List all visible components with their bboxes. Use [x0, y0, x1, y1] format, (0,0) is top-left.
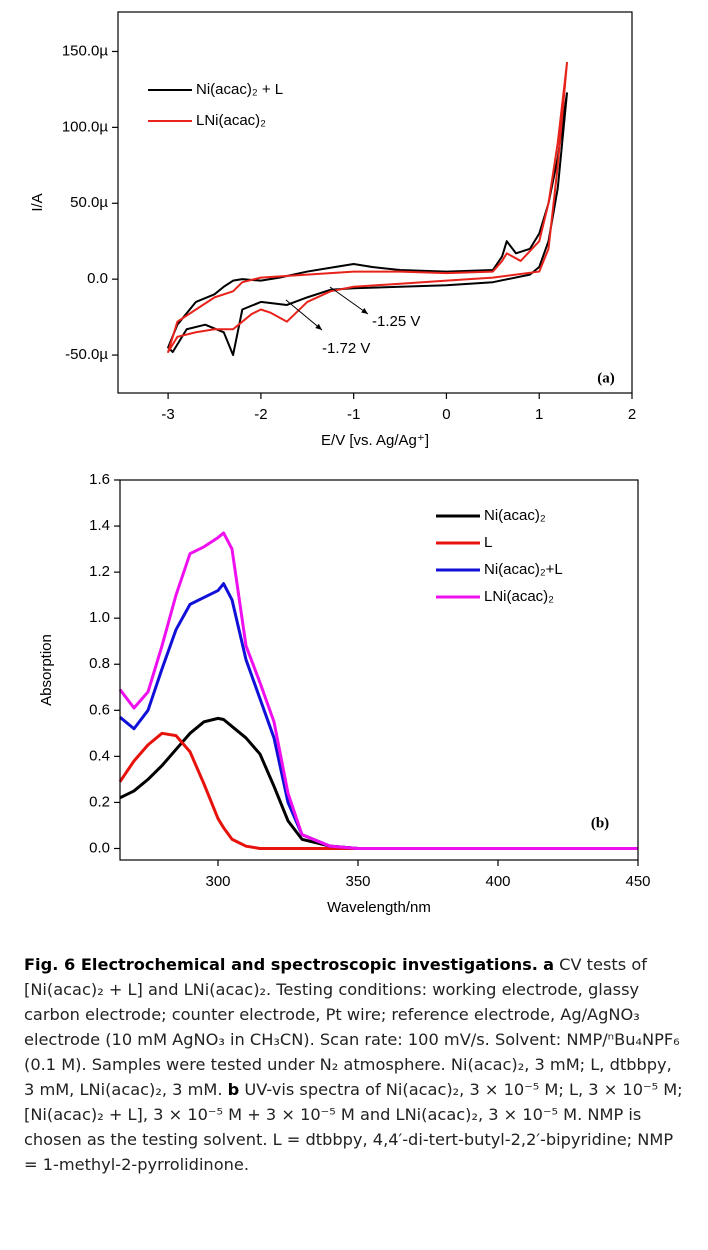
data-line — [119, 716, 638, 850]
x-axis-title: Wavelength/nm — [327, 899, 431, 916]
x-tick-label: 450 — [625, 873, 650, 890]
x-tick-label: 350 — [345, 873, 370, 890]
caption-text: CV tests of [Ni(acac)₂ + L] and LNi(acac… — [24, 955, 680, 1099]
legend-label: Ni(acac)₂ — [484, 507, 546, 524]
annotation-arrow — [285, 299, 323, 331]
y-tick-label: 0.6 — [89, 701, 110, 718]
y-tick-label: 0.0 — [87, 270, 108, 287]
legend-label: L — [484, 534, 492, 551]
data-line — [118, 731, 638, 850]
y-tick-label: 0.2 — [89, 793, 110, 810]
data-line — [118, 531, 638, 850]
x-tick-label: -2 — [254, 406, 267, 423]
data-line — [167, 92, 569, 357]
data-line — [167, 61, 569, 354]
x-tick-label: -3 — [161, 406, 174, 423]
caption: Fig. 6 Electrochemical and spectroscopic… — [24, 952, 686, 1177]
arrow-head — [361, 308, 368, 314]
y-tick-label: 0.4 — [89, 747, 110, 764]
caption-title: Fig. 6 Electrochemical and spectroscopic… — [24, 955, 538, 974]
x-tick-label: 400 — [485, 873, 510, 890]
annotation: (a) — [597, 370, 615, 386]
y-tick-label: 1.0 — [89, 609, 110, 626]
panel-label: a — [543, 955, 554, 974]
panel-label: b — [227, 1080, 240, 1099]
plot-frame — [117, 11, 633, 394]
y-tick-label: 1.6 — [89, 471, 110, 488]
legend-label: Ni(acac)₂ + L — [196, 81, 283, 98]
annotation-arrow — [329, 286, 369, 315]
data-line — [119, 582, 638, 850]
y-tick-label: 1.2 — [89, 563, 110, 580]
x-tick-label: 2 — [628, 406, 636, 423]
y-tick-label: -50.0µ — [65, 346, 108, 363]
arrow-head — [315, 323, 322, 330]
y-tick-label: 100.0µ — [62, 118, 109, 135]
x-axis-title: E/V [vs. Ag/Ag⁺] — [321, 432, 429, 449]
legend-label: LNi(acac)₂ — [484, 588, 554, 605]
y-tick-label: 0.8 — [89, 655, 110, 672]
y-axis-title: I/A — [29, 193, 46, 211]
caption-text: UV-vis spectra of Ni(acac)₂, 3 × 10⁻⁵ M;… — [24, 1080, 683, 1174]
legend-label: LNi(acac)₂ — [196, 112, 266, 129]
x-tick-label: 0 — [442, 406, 450, 423]
legend-label: Ni(acac)₂+L — [484, 561, 563, 578]
annotation: -1.72 V — [322, 340, 370, 357]
y-tick-label: 0.0 — [89, 839, 110, 856]
plot-frame — [119, 479, 639, 861]
y-axis-title: Absorption — [38, 634, 55, 706]
annotation: (b) — [591, 815, 609, 831]
y-tick-label: 50.0µ — [70, 194, 108, 211]
y-tick-label: 150.0µ — [62, 42, 109, 59]
x-tick-label: -1 — [347, 406, 360, 423]
x-tick-label: 1 — [535, 406, 543, 423]
x-tick-label: 300 — [205, 873, 230, 890]
annotation: -1.25 V — [372, 313, 420, 330]
y-tick-label: 1.4 — [89, 517, 110, 534]
figure: -50.0µ 0.0 50.0µ 100.0µ 150.0µ -3 -2 -1 0 1 2 E/V [… — [29, 11, 651, 916]
